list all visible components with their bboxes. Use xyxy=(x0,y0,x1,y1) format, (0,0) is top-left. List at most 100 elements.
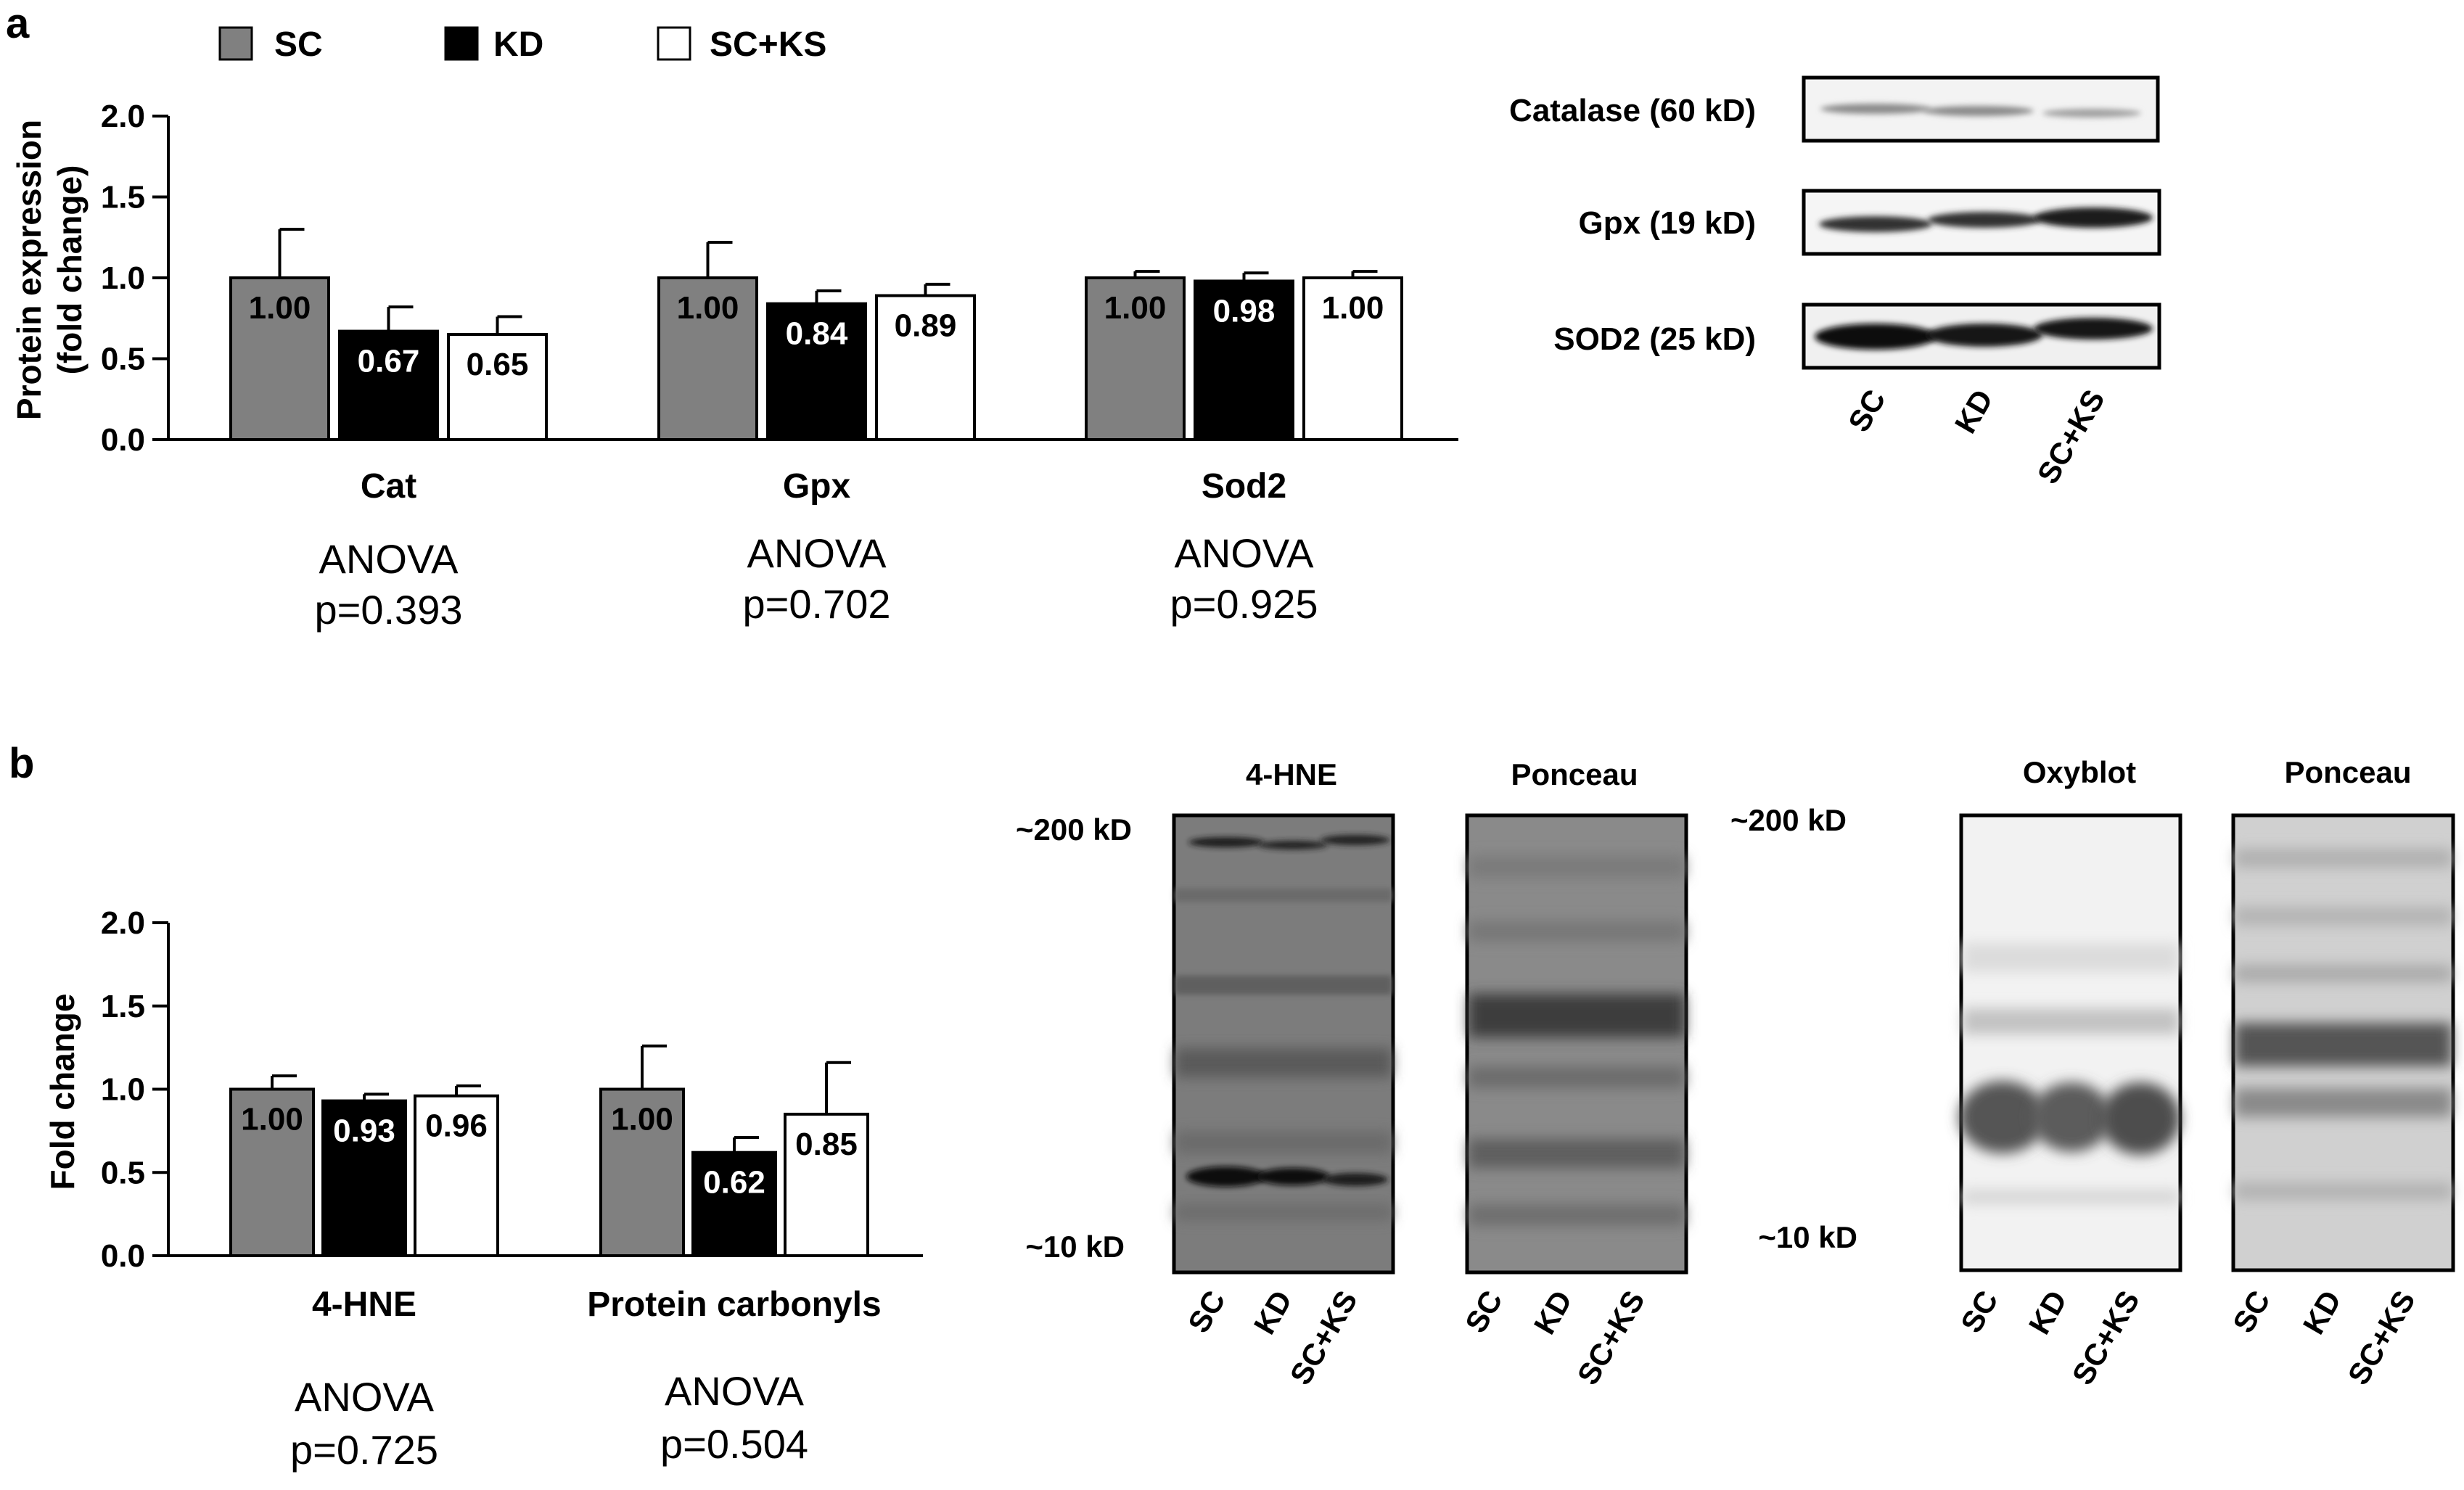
chart-a-category-label: Sod2 xyxy=(1202,467,1286,506)
blot-b-marker-200: ~200 kD xyxy=(1016,812,1132,847)
chart-a-category-label: Cat xyxy=(361,467,416,506)
blot-b4-lane-scks: SC+KS xyxy=(2341,1285,2421,1391)
blot-a-row-label-gpx: Gpx (19 kD) xyxy=(1578,205,1756,241)
blot-b2-lane-scks: SC+KS xyxy=(1570,1285,1651,1391)
blot-b2-lane-kd: KD xyxy=(1527,1285,1579,1340)
chart-b-data-label: 1.00 xyxy=(611,1102,673,1137)
chart-a-ytick-label: 1.0 xyxy=(101,260,145,296)
western-blot-a: Catalase (60 kD) Gpx (19 kD) SOD2 (25 kD… xyxy=(1509,75,2161,490)
chart-b-bar-scks xyxy=(414,1094,499,1258)
chart-b-ylabel: Fold change xyxy=(44,994,81,1190)
chart-b-ytick-label: 1.5 xyxy=(101,989,145,1024)
chart-a-bar-scks xyxy=(875,294,976,441)
chart-b-data-label: 0.62 xyxy=(703,1165,765,1201)
chart-a-data-label: 0.89 xyxy=(895,308,957,344)
chart-a-data-label: 0.67 xyxy=(358,344,420,379)
panel-label-a: a xyxy=(6,0,30,47)
blot-a-row-label-catalase: Catalase (60 kD) xyxy=(1509,93,1756,128)
blot-image-4hne xyxy=(1172,813,1395,1275)
chart-b-bar-kd xyxy=(321,1099,407,1257)
panel-label-b: b xyxy=(9,740,34,787)
chart-a-ytick-label: 2.0 xyxy=(101,99,145,134)
blot-b3-lane-scks: SC+KS xyxy=(2065,1285,2145,1391)
blot-b1-lane-sc: SC xyxy=(1181,1285,1232,1338)
chart-a-data-label: 1.00 xyxy=(1104,290,1167,326)
chart-a-anova-label: ANOVA xyxy=(1175,530,1315,576)
blot-b3-lane-sc: SC xyxy=(1954,1285,2005,1338)
chart-b-data-label: 0.93 xyxy=(333,1114,395,1149)
blot-b-title-ponceau-2: Ponceau xyxy=(2284,755,2411,789)
blot-band xyxy=(1923,106,2034,116)
blot-a-lane-sc: SC xyxy=(1841,384,1892,437)
chart-a-category-label: Gpx xyxy=(783,467,851,506)
western-blot-b: 4-HNE Ponceau Oxyblot Ponceau ~200 kD ~1… xyxy=(1016,755,2455,1391)
blot-band xyxy=(1815,324,1937,350)
blot-image-oxyblot xyxy=(1959,813,2182,1272)
chart-b-bar-sc xyxy=(599,1087,685,1257)
blot-band xyxy=(2034,318,2153,339)
blot-b-title-4hne: 4-HNE xyxy=(1246,757,1337,791)
blot-b-title-ponceau-1: Ponceau xyxy=(1511,757,1638,791)
chart-a-ytick-label: 0.5 xyxy=(101,342,145,377)
chart-a-bar-scks xyxy=(447,333,548,441)
chart-b-data-label: 0.96 xyxy=(425,1108,488,1144)
blot-b-marker-200b: ~200 kD xyxy=(1730,803,1847,837)
blot-b3-lane-kd: KD xyxy=(2022,1285,2074,1340)
chart-a-data-label: 0.84 xyxy=(786,316,848,352)
chart-a-pvalue-label: p=0.393 xyxy=(315,587,463,633)
chart-a-data-label: 1.00 xyxy=(1322,290,1384,326)
chart-b-anova-label: ANOVA xyxy=(665,1368,805,1414)
blot-image-ponceau-2 xyxy=(2231,813,2455,1272)
blot-band xyxy=(2034,207,2153,228)
chart-b-category-label: 4-HNE xyxy=(312,1285,416,1324)
chart-a-pvalue-label: p=0.702 xyxy=(743,581,891,627)
blot-band xyxy=(1928,212,2041,228)
chart-a: Protein expression (fold change) 0.0 0.5 1… xyxy=(10,99,1458,633)
blot-b4-lane-sc: SC xyxy=(2226,1285,2277,1338)
chart-a-anova-label: ANOVA xyxy=(319,536,459,582)
chart-b-pvalue-label: p=0.725 xyxy=(290,1427,438,1473)
blot-b-marker-10: ~10 kD xyxy=(1025,1230,1125,1264)
chart-a-data-label: 1.00 xyxy=(677,290,739,326)
legend-swatch-scks xyxy=(657,26,691,61)
legend-label-kd: KD xyxy=(493,25,543,64)
chart-b-data-label: 1.00 xyxy=(241,1102,303,1137)
chart-a-pvalue-label: p=0.925 xyxy=(1170,581,1318,627)
blot-a-row-label-sod2: SOD2 (25 kD) xyxy=(1553,321,1756,357)
chart-b-data-label: 0.85 xyxy=(795,1127,858,1162)
blot-image-ponceau-1 xyxy=(1465,813,1688,1275)
legend-label-sc: SC xyxy=(274,25,323,64)
blot-b2-lane-sc: SC xyxy=(1458,1285,1509,1338)
chart-a-data-label: 1.00 xyxy=(249,290,311,326)
blot-band xyxy=(1926,324,2042,347)
chart-a-bar-kd xyxy=(1194,279,1294,441)
blot-b1-lane-kd: KD xyxy=(1247,1285,1299,1340)
chart-a-data-label: 0.65 xyxy=(467,347,529,382)
blot-band xyxy=(1819,216,1932,232)
chart-a-data-label: 0.98 xyxy=(1213,293,1276,329)
chart-b-bar-scks xyxy=(784,1112,869,1258)
chart-a-bar-sc xyxy=(1085,276,1186,441)
chart-b-anova-label: ANOVA xyxy=(295,1374,435,1420)
chart-b-bar-sc xyxy=(229,1087,315,1257)
blot-a-lane-scks: SC+KS xyxy=(2030,384,2111,490)
chart-b-ytick-label: 2.0 xyxy=(101,905,145,941)
legend-swatch-kd xyxy=(444,26,479,61)
blot-a-lane-kd: KD xyxy=(1948,384,2000,439)
blot-band xyxy=(2042,109,2141,118)
chart-a-ylabel-2: (fold change) xyxy=(51,165,89,375)
chart-b-ytick-label: 0.5 xyxy=(101,1155,145,1190)
chart-a-ytick-label: 1.5 xyxy=(101,180,145,215)
chart-a-anova-label: ANOVA xyxy=(747,530,887,576)
blot-b-marker-10b: ~10 kD xyxy=(1758,1220,1857,1254)
chart-b-pvalue-label: p=0.504 xyxy=(660,1421,808,1467)
chart-a-bar-scks xyxy=(1302,276,1403,441)
legend-swatch-sc xyxy=(218,26,253,61)
legend: SC KD SC+KS xyxy=(218,25,826,64)
chart-b-ytick-label: 0.0 xyxy=(101,1238,145,1274)
blot-b4-lane-kd: KD xyxy=(2296,1285,2348,1340)
chart-a-ylabel-1: Protein expression xyxy=(10,120,48,420)
chart-b-category-label: Protein carbonyls xyxy=(587,1285,881,1324)
chart-b-ytick-label: 1.0 xyxy=(101,1072,145,1108)
